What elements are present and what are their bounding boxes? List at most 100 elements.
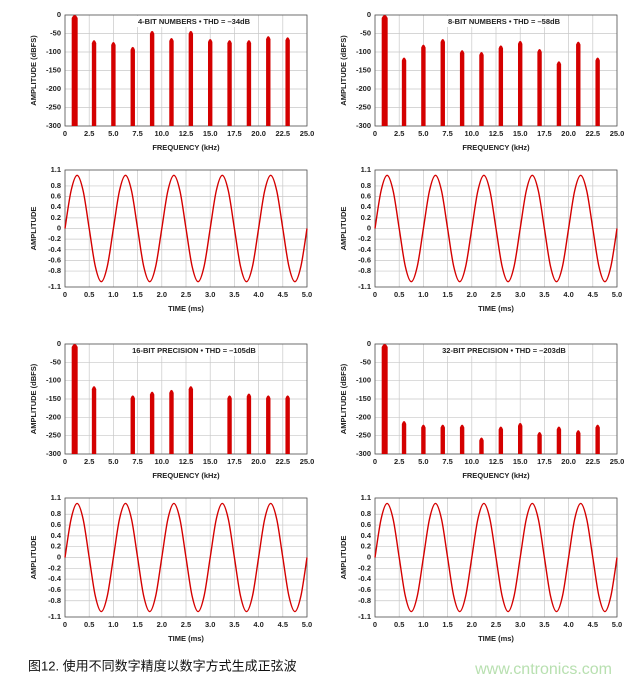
- spectral-line: [498, 45, 504, 127]
- x-tick-label: 2.0: [467, 290, 477, 299]
- spectral-line: [440, 39, 445, 126]
- y-tick-label: 0.4: [51, 202, 62, 211]
- x-tick-label: 0: [373, 457, 377, 466]
- y-tick-label: -100: [356, 376, 371, 385]
- y-tick-label: -0.2: [48, 234, 61, 243]
- spectral-line: [459, 50, 465, 126]
- spectral-line: [421, 44, 426, 126]
- x-tick-label: 12.5: [489, 129, 504, 138]
- y-tick-label: -0.6: [48, 255, 61, 264]
- y-tick-label: -100: [46, 47, 61, 56]
- x-axis-label: FREQUENCY (kHz): [152, 471, 220, 480]
- spectral-line: [285, 37, 290, 127]
- y-tick-label: 1.1: [51, 493, 61, 502]
- y-axis-label: AMPLITUDE (dBFS): [339, 35, 348, 106]
- x-tick-label: 10.0: [154, 457, 169, 466]
- y-tick-label: -250: [356, 431, 371, 440]
- spectral-line: [518, 422, 523, 454]
- x-tick-label: 4.5: [588, 620, 598, 629]
- spectral-line: [556, 61, 562, 126]
- x-tick-label: 0: [63, 457, 67, 466]
- y-tick-label: 0.8: [51, 181, 61, 190]
- x-tick-label: 4.5: [588, 290, 598, 299]
- spectral-line: [576, 41, 581, 126]
- x-tick-label: 0.5: [84, 290, 94, 299]
- x-tick-label: 5.0: [612, 290, 622, 299]
- x-tick-label: 0: [373, 129, 377, 138]
- spectral-line: [208, 39, 213, 126]
- spectral-line: [149, 30, 155, 126]
- spectral-line: [479, 437, 484, 454]
- signal-line: [64, 174, 308, 283]
- y-tick-label: -1.1: [48, 282, 61, 291]
- spectral-line: [556, 426, 562, 454]
- x-tick-label: 3.5: [539, 620, 549, 629]
- caption: 图12. 使用不同数字精度以数字方式生成正弦波: [28, 658, 297, 673]
- x-tick-label: 5.0: [418, 129, 428, 138]
- x-tick-label: 17.5: [227, 457, 242, 466]
- spectral-line: [421, 424, 426, 454]
- spectral-line: [459, 424, 465, 454]
- y-tick-label: -50: [50, 357, 61, 366]
- y-tick-label: -200: [356, 412, 371, 421]
- x-tick-label: 1.0: [418, 620, 428, 629]
- x-tick-label: 2.5: [491, 620, 501, 629]
- x-tick-label: 22.5: [275, 457, 290, 466]
- x-tick-label: 22.5: [585, 457, 600, 466]
- spectral-line: [71, 344, 78, 454]
- spectral-line: [227, 40, 232, 126]
- y-tick-label: -50: [50, 28, 61, 37]
- y-tick-label: 0: [367, 10, 371, 19]
- y-tick-label: 0: [57, 10, 61, 19]
- signal-line: [374, 502, 618, 613]
- y-tick-label: 0.6: [361, 192, 371, 201]
- spectral-line: [479, 52, 484, 126]
- x-axis-label: FREQUENCY (kHz): [462, 143, 530, 152]
- x-axis-label: FREQUENCY (kHz): [462, 471, 530, 480]
- spectral-line: [266, 395, 271, 454]
- y-tick-label: -0.8: [48, 596, 61, 605]
- y-tick-label: -1.1: [358, 282, 371, 291]
- spectral-line: [498, 426, 504, 454]
- plot-frame: [64, 14, 308, 127]
- chart-title: 32-BIT PRECISION • THD = –203dB: [442, 346, 566, 355]
- y-tick-label: 1.1: [361, 493, 371, 502]
- spectral-line: [595, 424, 600, 454]
- chart-panel: 0 0.5 1.0 1.5 2.0 2.5 3.0 3.5 4.0 4.5 5.0 -1.1 -0.8 -…: [29, 165, 312, 313]
- x-tick-label: 0: [63, 290, 67, 299]
- x-tick-label: 2.5: [181, 620, 191, 629]
- spectral-line: [518, 40, 523, 126]
- spectral-line: [188, 30, 194, 126]
- chart-panel: 0 2.5 5.0 7.5 10.0 12.5 15.0 17.5 20.0 22.5 25.0 -3…: [29, 339, 314, 480]
- title-background: [445, 15, 563, 27]
- x-axis-label: TIME (ms): [168, 634, 204, 643]
- x-tick-label: 22.5: [275, 129, 290, 138]
- y-tick-label: 0.2: [361, 542, 371, 551]
- signal-line: [374, 174, 618, 283]
- y-tick-label: 0.4: [361, 202, 372, 211]
- x-tick-label: 5.0: [302, 620, 312, 629]
- y-tick-label: 1.1: [361, 165, 371, 174]
- chart-panel: 0 0.5 1.0 1.5 2.0 2.5 3.0 3.5 4.0 4.5 5.0 -1.1 -0.8 -…: [339, 165, 622, 313]
- y-tick-label: -300: [46, 449, 61, 458]
- y-tick-label: -0.8: [358, 266, 371, 275]
- x-tick-label: 20.0: [561, 129, 576, 138]
- y-tick-label: 0: [367, 552, 371, 561]
- x-tick-label: 5.0: [612, 620, 622, 629]
- spectral-line: [595, 57, 600, 126]
- spectral-line: [440, 424, 445, 454]
- x-tick-label: 2.5: [181, 290, 191, 299]
- y-tick-label: 0: [367, 223, 371, 232]
- y-tick-label: -0.6: [48, 585, 61, 594]
- x-tick-label: 7.5: [442, 129, 452, 138]
- x-tick-label: 25.0: [610, 129, 625, 138]
- chart-title: 4-BIT NUMBERS • THD = –34dB: [138, 17, 251, 26]
- y-axis-label: AMPLITUDE: [339, 536, 348, 580]
- x-tick-label: 4.5: [278, 620, 288, 629]
- y-axis-label: AMPLITUDE (dBFS): [339, 363, 348, 434]
- spectral-line: [401, 421, 407, 454]
- x-tick-label: 10.0: [464, 129, 479, 138]
- y-tick-label: 1.1: [51, 165, 61, 174]
- y-tick-label: 0: [57, 339, 61, 348]
